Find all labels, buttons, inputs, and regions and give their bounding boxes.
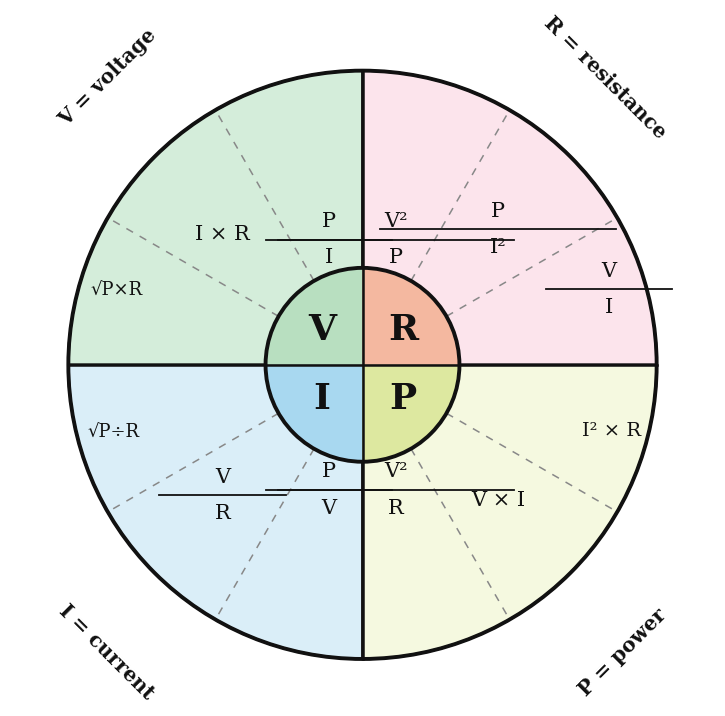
Text: P = power: P = power: [575, 605, 670, 700]
Text: I² × R: I² × R: [582, 422, 641, 440]
Text: P: P: [322, 212, 336, 231]
Text: V = voltage: V = voltage: [55, 25, 160, 130]
Wedge shape: [362, 268, 460, 365]
Text: V²: V²: [384, 212, 408, 231]
Text: I = current: I = current: [55, 601, 157, 704]
Text: I × R: I × R: [195, 225, 249, 243]
Text: R: R: [388, 313, 418, 347]
Text: P: P: [389, 248, 403, 268]
Text: V × I: V × I: [471, 490, 525, 510]
Wedge shape: [362, 71, 657, 365]
Text: R: R: [215, 504, 231, 523]
Text: √P×R: √P×R: [90, 281, 142, 299]
Wedge shape: [362, 365, 657, 659]
Wedge shape: [68, 365, 362, 659]
Text: √P÷R: √P÷R: [88, 422, 140, 440]
Wedge shape: [265, 268, 362, 365]
Text: I: I: [325, 248, 333, 268]
Text: R: R: [388, 498, 404, 518]
Text: V²: V²: [384, 463, 408, 481]
Text: I: I: [313, 382, 330, 417]
Text: R = resistance: R = resistance: [540, 12, 670, 142]
Text: V: V: [308, 313, 336, 347]
Text: V: V: [601, 262, 616, 281]
Wedge shape: [265, 365, 362, 462]
Wedge shape: [68, 71, 362, 365]
Text: V: V: [215, 468, 230, 487]
Text: P: P: [322, 463, 336, 481]
Text: V: V: [321, 498, 336, 518]
Text: P: P: [389, 382, 417, 417]
Wedge shape: [362, 365, 460, 462]
Text: I: I: [605, 298, 613, 317]
Text: I²: I²: [489, 238, 506, 257]
Text: P: P: [491, 202, 505, 221]
